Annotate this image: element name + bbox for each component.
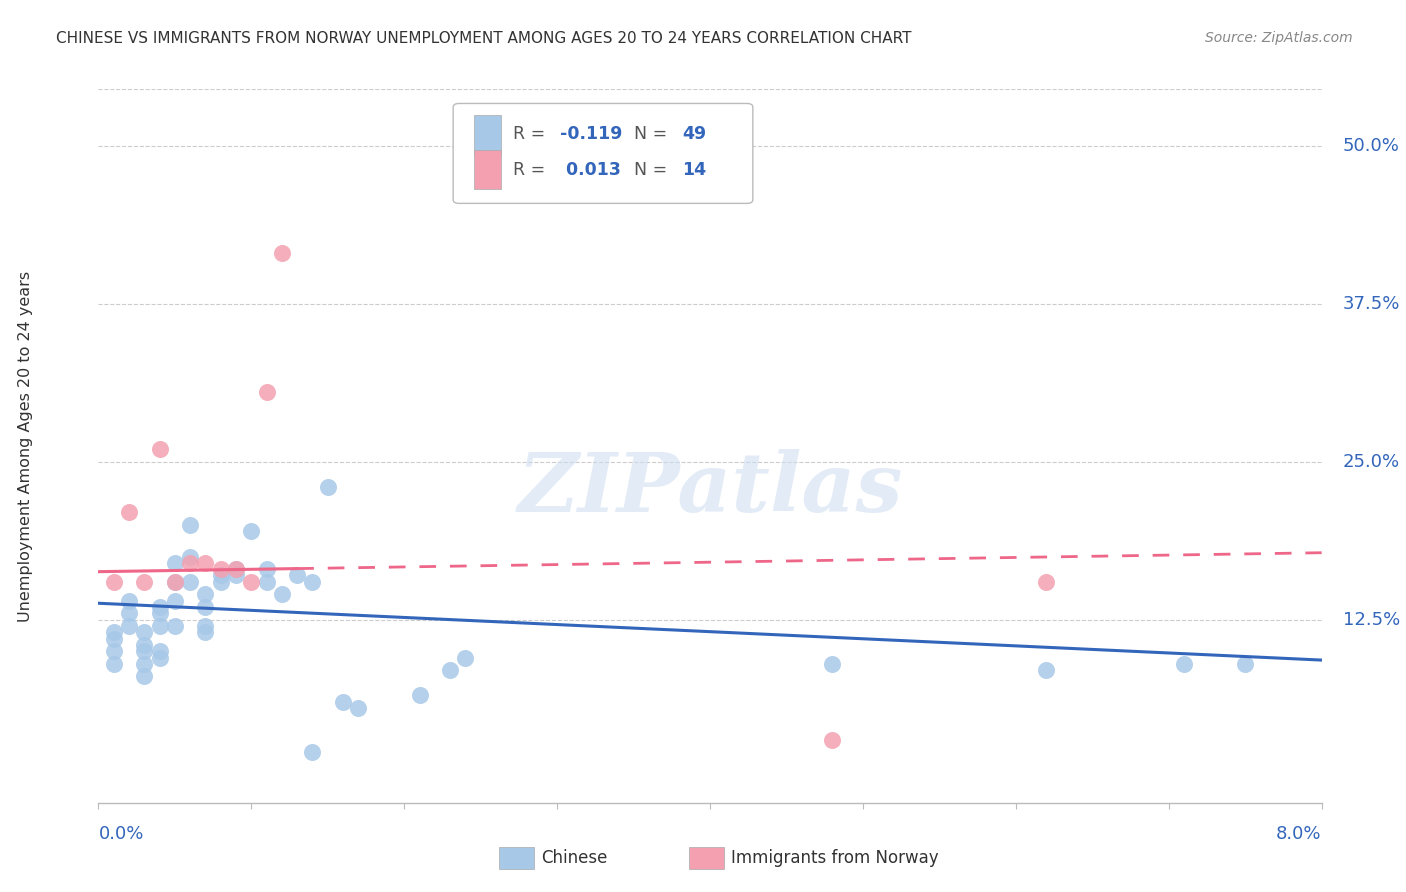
Point (1234, 657, 1257, 671)
Point (821, 657, 844, 671)
Point (270, 246, 294, 260)
Point (134, 625, 156, 640)
Text: 50.0%: 50.0% (1343, 137, 1399, 155)
Text: 14: 14 (682, 161, 706, 178)
Text: Unemployment Among Ages 20 to 24 years: Unemployment Among Ages 20 to 24 years (18, 270, 32, 622)
Point (270, 587, 294, 601)
Text: -0.119: -0.119 (560, 125, 621, 143)
Point (209, 562, 232, 576)
Point (149, 442, 172, 457)
Text: R =: R = (513, 161, 551, 178)
Point (1035, 663, 1057, 677)
Text: 8.0%: 8.0% (1277, 825, 1322, 843)
Text: 25.0%: 25.0% (1343, 453, 1400, 471)
Point (118, 607, 141, 621)
Point (439, 663, 461, 677)
Text: 49: 49 (682, 125, 706, 143)
Point (194, 625, 217, 640)
Point (240, 524, 263, 539)
Point (225, 562, 247, 576)
Point (194, 619, 217, 633)
Point (256, 385, 278, 400)
Text: 12.5%: 12.5% (1343, 611, 1400, 629)
Point (103, 657, 125, 671)
Point (256, 562, 278, 576)
Point (454, 650, 477, 665)
Point (149, 607, 172, 621)
Point (179, 556, 201, 570)
Text: 0.0%: 0.0% (98, 825, 143, 843)
Point (134, 644, 156, 658)
Point (1173, 657, 1195, 671)
Bar (474, 150, 501, 189)
Point (316, 480, 339, 494)
Point (194, 600, 217, 615)
Point (209, 574, 232, 589)
Point (179, 517, 201, 532)
Point (103, 574, 125, 589)
Point (240, 574, 263, 589)
Point (118, 505, 141, 519)
Point (103, 644, 125, 658)
Point (1035, 574, 1057, 589)
Point (134, 574, 156, 589)
Point (163, 619, 186, 633)
Text: Chinese: Chinese (541, 849, 607, 867)
Point (163, 556, 186, 570)
Text: 37.5%: 37.5% (1343, 295, 1400, 313)
Point (179, 549, 201, 564)
Point (179, 574, 201, 589)
Text: ZIPatlas: ZIPatlas (517, 449, 903, 529)
Point (118, 619, 141, 633)
Point (301, 745, 323, 759)
Point (134, 669, 156, 683)
Point (103, 625, 125, 640)
Text: Immigrants from Norway: Immigrants from Norway (731, 849, 939, 867)
Point (149, 600, 172, 615)
Point (149, 650, 172, 665)
Point (149, 644, 172, 658)
Point (194, 587, 217, 601)
Point (408, 689, 430, 703)
Point (118, 593, 141, 607)
Point (134, 638, 156, 652)
Point (194, 556, 217, 570)
Point (285, 568, 308, 582)
Point (225, 562, 247, 576)
Point (209, 568, 232, 582)
Point (163, 574, 186, 589)
Point (332, 695, 354, 709)
Point (134, 657, 156, 671)
Text: 0.013: 0.013 (560, 161, 620, 178)
Point (347, 701, 370, 715)
Point (301, 574, 323, 589)
Point (163, 593, 186, 607)
Point (149, 619, 172, 633)
Point (821, 732, 844, 747)
FancyBboxPatch shape (453, 103, 752, 203)
Text: N =: N = (623, 125, 673, 143)
Text: R =: R = (513, 125, 551, 143)
Bar (474, 114, 501, 153)
Point (256, 574, 278, 589)
Text: Source: ZipAtlas.com: Source: ZipAtlas.com (1205, 31, 1353, 45)
Text: N =: N = (623, 161, 673, 178)
Point (225, 568, 247, 582)
Text: CHINESE VS IMMIGRANTS FROM NORWAY UNEMPLOYMENT AMONG AGES 20 TO 24 YEARS CORRELA: CHINESE VS IMMIGRANTS FROM NORWAY UNEMPL… (56, 31, 911, 46)
Point (163, 574, 186, 589)
Point (103, 632, 125, 646)
